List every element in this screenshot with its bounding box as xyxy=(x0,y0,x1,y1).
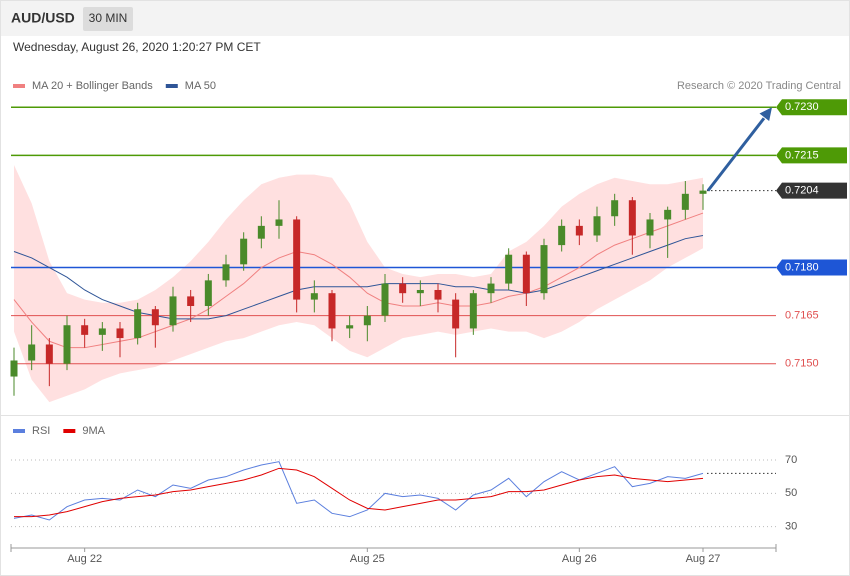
level-label: 0.7165 xyxy=(785,310,819,322)
credit: Research © 2020 Trading Central xyxy=(677,80,841,92)
candle-body xyxy=(593,216,601,236)
projection-arrow xyxy=(706,117,766,192)
candle-body xyxy=(505,254,513,284)
legend-label: 9MA xyxy=(82,425,105,437)
date: Wednesday, August 26, 2020 1:20:27 PM CE… xyxy=(13,40,261,54)
level-label: 0.7215 xyxy=(785,149,819,161)
y-tick-label: 70 xyxy=(785,454,797,466)
candle-body xyxy=(469,293,477,329)
x-tick-label: Aug 22 xyxy=(67,553,102,565)
candle-body xyxy=(681,193,689,210)
candle-body xyxy=(81,325,89,335)
candle-body xyxy=(416,289,424,294)
level-label: 0.7180 xyxy=(785,261,819,273)
candle-body xyxy=(45,344,53,364)
candle-body xyxy=(98,328,106,335)
legend-label: RSI xyxy=(32,425,50,437)
legend-swatch xyxy=(13,429,25,433)
candle-body xyxy=(187,296,195,307)
level-label: 0.7204 xyxy=(785,185,819,197)
candle-body xyxy=(169,296,177,326)
x-tick-label: Aug 25 xyxy=(350,553,385,565)
candle-body xyxy=(628,200,636,236)
candle-body xyxy=(434,289,442,300)
candle-body xyxy=(487,283,495,294)
candle-body xyxy=(240,238,248,265)
x-tick-label: Aug 26 xyxy=(562,553,597,565)
level-label: 0.7150 xyxy=(785,358,819,370)
candle-body xyxy=(10,360,18,377)
timeframe-box[interactable] xyxy=(83,7,133,31)
legend-label: MA 20 + Bollinger Bands xyxy=(32,80,153,92)
legend-label: MA 50 xyxy=(185,80,216,92)
y-tick-label: 50 xyxy=(785,487,797,499)
candle-body xyxy=(646,219,654,236)
bollinger-band xyxy=(14,164,703,403)
candle-body xyxy=(452,299,460,329)
candle-body xyxy=(257,225,265,239)
candle-body xyxy=(204,280,212,307)
y-tick-label: 30 xyxy=(785,521,797,533)
candle-body xyxy=(558,225,566,246)
level-label: 0.7230 xyxy=(785,101,819,113)
x-tick-label: Aug 27 xyxy=(686,553,721,565)
candle-body xyxy=(116,328,124,339)
level-label-box xyxy=(776,99,847,116)
legend-swatch xyxy=(165,84,178,88)
ma-line xyxy=(13,212,704,349)
candle-body xyxy=(293,219,301,300)
symbol: AUD/USD xyxy=(11,10,75,26)
projection-arrow-head xyxy=(759,107,772,121)
indicator-line xyxy=(13,461,704,521)
candle-body xyxy=(328,293,336,329)
candle-body xyxy=(346,325,354,329)
indicator-line xyxy=(14,467,704,518)
ma-line xyxy=(13,234,704,320)
candle-body xyxy=(275,219,283,226)
candle-body xyxy=(222,264,230,281)
candle-body xyxy=(575,225,583,236)
candle-body xyxy=(363,315,371,326)
timeframe[interactable]: 30 MIN xyxy=(89,11,128,25)
candle-body xyxy=(699,190,707,194)
legend-swatch xyxy=(63,429,76,433)
candle-body xyxy=(540,245,548,294)
candle-body xyxy=(522,254,530,294)
candle-body xyxy=(151,309,159,326)
header-bar xyxy=(1,1,849,36)
candle-body xyxy=(611,200,619,217)
candle-body xyxy=(399,283,407,294)
legend-swatch xyxy=(13,84,25,88)
candle-body xyxy=(63,325,71,364)
level-label-box xyxy=(776,259,847,276)
candle-body xyxy=(664,209,672,220)
candle-body xyxy=(28,344,36,361)
candle-body xyxy=(381,283,389,316)
level-label-box xyxy=(776,147,847,164)
level-label-box xyxy=(776,182,847,199)
candle-body xyxy=(134,309,142,339)
candle-body xyxy=(310,293,318,300)
